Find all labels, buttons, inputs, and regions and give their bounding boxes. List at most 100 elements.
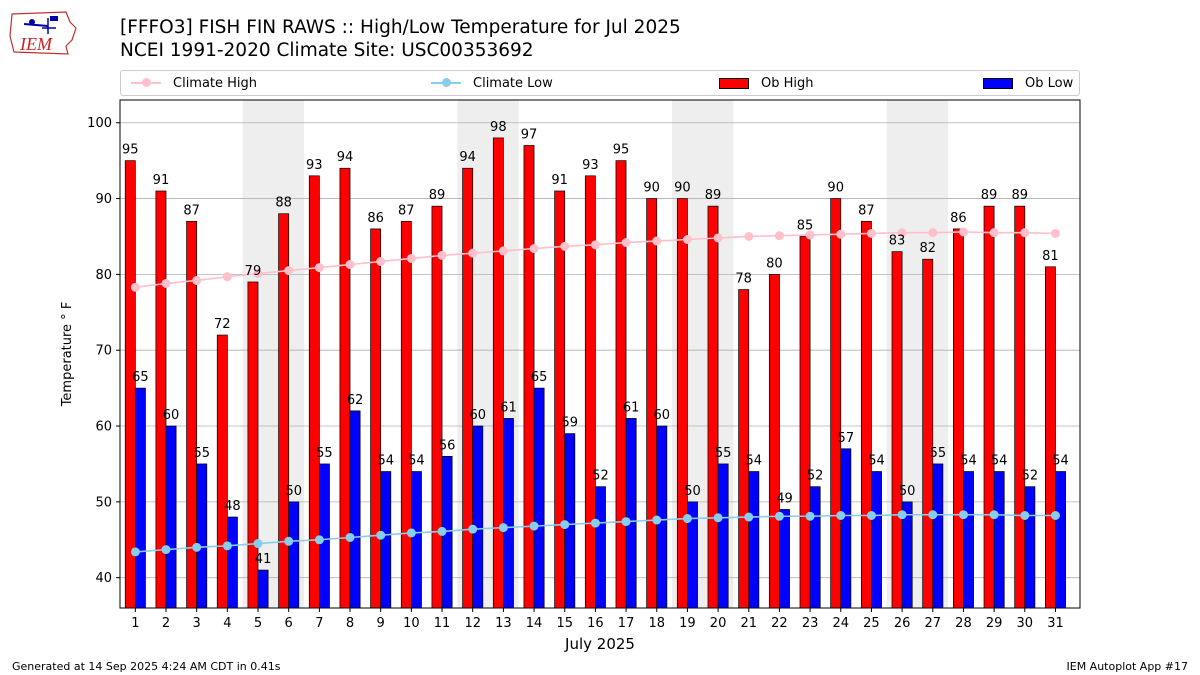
ob-high-label: 82 [919,241,936,256]
y-tick-label: 40 [95,571,112,586]
climate-high-point [1020,228,1030,238]
ob-low-bar [196,463,208,609]
ob-high-bar [983,205,995,609]
climate-high-point [682,235,692,245]
y-tick-label: 80 [95,268,112,283]
ob-low-bar [349,410,361,609]
ob-low-bar [932,463,944,609]
climate-low-swatch [431,78,461,87]
ob-low-bar [1024,486,1036,609]
x-tick-label: 25 [863,616,880,631]
climate-low-point [805,511,815,521]
ob-high-label: 90 [643,181,660,196]
climate-high-point [192,275,202,285]
x-tick-label: 2 [162,616,170,631]
x-tick-label: 22 [771,616,788,631]
ob-high-label: 86 [367,211,384,226]
ob-high-label: 89 [429,188,446,203]
y-tick-label: 90 [95,192,112,207]
ob-high-swatch [719,77,749,89]
legend: Climate High Climate Low Ob High Ob Low [120,70,1080,96]
ob-high-label: 85 [797,218,814,233]
climate-low-point [897,510,907,520]
ob-low-bar [503,418,514,609]
climate-high-point [928,228,938,238]
chart-title: [FFFO3] FISH FIN RAWS :: High/Low Temper… [120,17,681,38]
ob-high-bar [554,190,566,609]
ob-high-bar [615,160,627,609]
ob-low-label: 60 [654,408,671,423]
x-tick-label: 31 [1047,616,1064,631]
y-axis-label: Temperature ° F [60,302,75,408]
climate-low-point [253,539,263,549]
x-tick-label: 15 [556,616,573,631]
x-tick-label: 28 [955,616,972,631]
ob-high-label: 86 [950,211,967,226]
climate-low-point [958,510,968,520]
climate-low-point [284,536,294,546]
ob-low-label: 52 [592,469,609,484]
x-tick-label: 30 [1017,616,1034,631]
footer-app: IEM Autoplot App #17 [1066,660,1189,673]
ob-low-label: 54 [960,454,977,469]
climate-high-point [590,240,600,250]
ob-low-bar [809,486,821,609]
ob-high-label: 93 [306,158,323,173]
ob-low-label: 55 [193,446,210,461]
climate-high-point [376,256,386,266]
ob-low-bar [840,448,852,609]
ob-high-label: 79 [245,264,262,279]
climate-high-point [529,244,539,254]
y-tick-label: 70 [95,344,112,359]
legend-label: Ob High [761,75,814,91]
climate-high-point [866,228,876,238]
ob-high-label: 87 [858,203,875,218]
ob-low-label: 54 [377,454,394,469]
x-tick-label: 7 [315,616,323,631]
ob-high-label: 89 [981,188,998,203]
climate-high-point [713,233,723,243]
ob-high-bar [370,228,382,609]
x-tick-label: 6 [285,616,293,631]
footer-generated: Generated at 14 Sep 2025 4:24 AM CDT in … [12,660,281,673]
ob-high-label: 94 [459,150,476,165]
climate-low-point [989,510,999,520]
x-tick-label: 26 [894,616,911,631]
ob-low-label: 56 [439,438,456,453]
ob-low-label: 50 [899,484,916,499]
ob-low-bar [717,463,729,609]
climate-low-point [222,541,232,551]
climate-low-point [928,510,938,520]
ob-low-label: 57 [838,431,855,446]
legend-climate-low: Climate Low [431,71,553,95]
legend-ob-high: Ob High [719,71,814,95]
ob-low-label: 50 [684,484,701,499]
ob-low-bar [411,471,422,609]
ob-high-bar [646,198,658,609]
climate-low-point [744,512,754,522]
climate-high-point [774,231,784,241]
ob-high-bar [860,220,872,609]
climate-low-point [621,517,631,527]
x-tick-label: 13 [495,616,512,631]
ob-high-bar [922,258,934,609]
y-tick-label: 60 [95,420,112,435]
legend-label: Ob Low [1025,75,1074,91]
climate-low-point [192,542,202,552]
climate-high-point [836,229,846,239]
plot-frame [119,99,1081,609]
ob-low-bar [1055,471,1066,609]
ob-high-bar [891,251,903,609]
x-tick-label: 9 [377,616,385,631]
ob-low-bar [963,471,974,609]
x-tick-label: 4 [223,616,231,631]
ob-low-bar [472,425,484,609]
ob-low-label: 55 [715,446,732,461]
climate-low-point [498,523,508,533]
climate-low-point [130,547,140,557]
legend-label: Climate High [173,75,258,91]
climate-high-point [621,238,631,248]
ob-low-label: 50 [285,484,302,499]
ob-high-label: 89 [1011,188,1028,203]
